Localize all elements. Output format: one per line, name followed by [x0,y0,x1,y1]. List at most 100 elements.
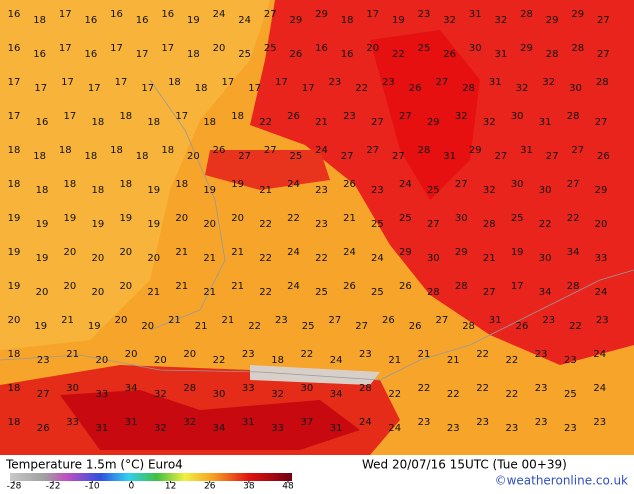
temperature-label: 25 [399,213,412,224]
temperature-label: 21 [203,253,216,264]
temperature-label: 25 [371,287,384,298]
temperature-label: 23 [359,349,372,360]
temperature-label: 17 [110,43,123,54]
temperature-label: 24 [399,179,412,190]
temperature-label: 32 [271,389,284,400]
temperature-label: 19 [36,219,49,230]
temperature-label: 17 [248,83,261,94]
temperature-label: 16 [85,15,98,26]
temperature-label: 16 [8,43,21,54]
temperature-label: 33 [66,417,79,428]
temperature-label: 21 [259,185,272,196]
temperature-label: 29 [290,15,303,26]
temperature-label: 18 [119,179,132,190]
temperature-label: 27 [341,151,354,162]
temperature-label: 21 [61,315,74,326]
temperature-label: 33 [95,389,108,400]
temperature-label: 17 [88,83,101,94]
temperature-label: 16 [110,9,123,20]
temperature-label: 21 [483,253,496,264]
temperature-label: 23 [535,417,548,428]
temperature-label: 32 [455,111,468,122]
temperature-label: 22 [388,389,401,400]
temperature-label: 18 [59,145,72,156]
temperature-label: 18 [36,185,49,196]
temperature-label: 19 [8,247,21,258]
temperature-label: 30 [300,383,313,394]
temperature-label: 28 [567,111,580,122]
temperature-label: 18 [195,83,208,94]
temperature-label: 22 [392,49,405,60]
temperature-label: 20 [366,43,379,54]
temperature-label: 31 [330,423,343,434]
temperature-label: 27 [427,219,440,230]
temperature-label: 19 [8,213,21,224]
temperature-label: 20 [183,349,196,360]
credit: ©weatheronline.co.uk [495,474,628,488]
temperature-label: 17 [302,83,315,94]
temperature-label: 18 [119,111,132,122]
temperature-label: 29 [520,43,533,54]
temperature-label: 30 [539,253,552,264]
temperature-label: 21 [203,287,216,298]
temperature-label: 26 [409,321,422,332]
temperature-label: 31 [242,417,255,428]
temperature-label: 16 [36,117,49,128]
temperature-label: 25 [290,151,303,162]
temperature-label: 29 [427,117,440,128]
info-bar: Temperature 1.5m (°C) Euro4 Wed 20/07/16… [0,455,634,492]
temperature-label: 17 [8,77,21,88]
temperature-label: 29 [595,185,608,196]
temperature-label: 32 [443,15,456,26]
colorbar-label: 12 [165,482,176,491]
temperature-label: 18 [187,49,200,60]
temperature-label: 22 [259,117,272,128]
temperature-label: 28 [455,281,468,292]
temperature-label: 23 [542,315,555,326]
temperature-label: 19 [64,213,77,224]
temperature-label: 25 [564,389,577,400]
temperature-label: 22 [418,383,431,394]
temperature-label: 32 [183,417,196,428]
temperature-label: 22 [505,389,518,400]
temperature-label: 29 [571,9,584,20]
temperature-label: 24 [287,247,300,258]
map-background [0,0,634,455]
temperature-label: 23 [505,423,518,434]
temperature-label: 28 [462,83,475,94]
temperature-label: 32 [495,15,508,26]
temperature-label: 32 [516,83,529,94]
temperature-label: 25 [238,49,251,60]
temperature-label: 28 [520,9,533,20]
colorbar-label: 0 [129,482,135,491]
temperature-label: 23 [418,9,431,20]
temperature-label: 27 [392,151,405,162]
valid-time: Wed 20/07/16 15UTC (Tue 00+39) [362,458,567,472]
temperature-label: 17 [34,83,47,94]
temperature-label: 23 [418,417,431,428]
temperature-label: 20 [595,219,608,230]
temperature-label: 27 [567,179,580,190]
temperature-label: 20 [231,213,244,224]
temperature-label: 22 [300,349,313,360]
temperature-label: 20 [141,321,154,332]
temperature-label: 23 [371,185,384,196]
temperature-label: 18 [136,151,149,162]
temperature-label: 22 [569,321,582,332]
temperature-label: 24 [595,287,608,298]
temperature-label: 34 [330,389,343,400]
temperature-label: 32 [542,77,555,88]
temperature-label: 27 [571,145,584,156]
temperature-label: 30 [511,111,524,122]
temperature-label: 25 [302,321,315,332]
temperature-label: 27 [371,117,384,128]
temperature-label: 20 [175,213,188,224]
temperature-label: 27 [455,179,468,190]
temperature-label: 19 [231,179,244,190]
temperature-label: 18 [91,117,104,128]
temperature-label: 31 [489,315,502,326]
temperature-label: 18 [8,383,21,394]
temperature-label: 18 [91,185,104,196]
temperature-label: 29 [315,9,328,20]
temperature-label: 28 [483,219,496,230]
